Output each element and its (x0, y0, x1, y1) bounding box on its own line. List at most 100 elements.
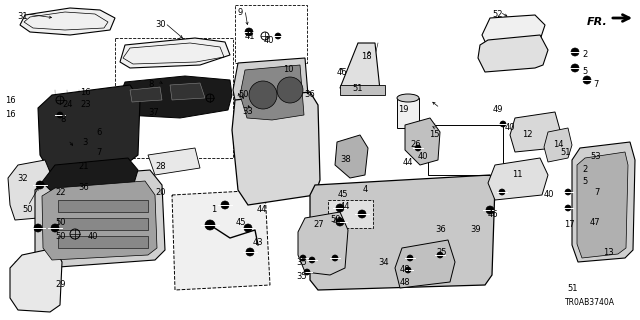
Text: 31: 31 (17, 12, 28, 21)
Polygon shape (478, 35, 548, 72)
Polygon shape (10, 248, 62, 312)
Bar (328, 200, 373, 228)
Text: 5: 5 (582, 67, 588, 76)
Text: 40: 40 (418, 152, 429, 161)
Text: 45: 45 (338, 190, 349, 199)
Polygon shape (170, 83, 205, 100)
Bar (235, 5, 307, 63)
Text: 38: 38 (340, 155, 351, 164)
Text: 34: 34 (378, 258, 388, 267)
Polygon shape (335, 135, 368, 178)
Text: 33: 33 (242, 107, 253, 116)
Text: 30: 30 (155, 20, 166, 29)
Text: 51: 51 (567, 284, 577, 293)
Circle shape (571, 64, 579, 72)
Circle shape (205, 220, 215, 230)
Text: 20: 20 (155, 188, 166, 197)
Polygon shape (488, 158, 548, 200)
Text: 26: 26 (410, 140, 420, 149)
Text: 12: 12 (522, 130, 532, 139)
Text: 40: 40 (544, 190, 554, 199)
Circle shape (57, 112, 63, 118)
Text: 5: 5 (582, 177, 588, 186)
Text: 13: 13 (603, 248, 614, 257)
Polygon shape (233, 58, 310, 128)
Text: 48: 48 (400, 265, 411, 274)
Text: 1: 1 (211, 205, 216, 214)
Polygon shape (35, 170, 165, 268)
Circle shape (277, 77, 303, 103)
Circle shape (565, 189, 571, 195)
Text: 22: 22 (55, 188, 65, 197)
Circle shape (336, 218, 344, 226)
Circle shape (405, 267, 411, 273)
Text: 17: 17 (564, 220, 575, 229)
Polygon shape (482, 15, 545, 48)
Text: 6: 6 (96, 128, 101, 137)
Text: 53: 53 (590, 152, 600, 161)
Bar (340, 85, 385, 95)
Text: 51: 51 (560, 148, 570, 157)
Circle shape (500, 121, 506, 127)
Polygon shape (577, 152, 628, 258)
Text: 50: 50 (22, 205, 33, 214)
Polygon shape (8, 160, 50, 220)
Text: 35: 35 (296, 258, 307, 267)
Text: 3: 3 (82, 138, 88, 147)
Text: 44: 44 (257, 205, 268, 214)
Polygon shape (510, 112, 560, 152)
Polygon shape (232, 92, 320, 205)
Text: 50: 50 (55, 232, 65, 241)
Text: 19: 19 (398, 105, 408, 114)
Polygon shape (38, 85, 140, 172)
Bar (428, 125, 503, 175)
Text: 32: 32 (17, 174, 28, 183)
Text: 37: 37 (148, 108, 159, 117)
Polygon shape (20, 8, 115, 35)
Text: 7: 7 (593, 80, 598, 89)
Text: 47: 47 (590, 218, 600, 227)
Text: 2: 2 (582, 50, 588, 59)
Text: 40: 40 (505, 123, 515, 132)
Circle shape (249, 81, 277, 109)
Text: 24: 24 (62, 100, 72, 109)
Circle shape (358, 210, 366, 218)
Polygon shape (405, 118, 440, 165)
Text: 23: 23 (80, 100, 91, 109)
Text: 16: 16 (5, 110, 15, 119)
Circle shape (583, 76, 591, 84)
Circle shape (34, 224, 42, 232)
Text: 36: 36 (78, 183, 89, 192)
Text: 25: 25 (436, 248, 447, 257)
Circle shape (275, 33, 281, 39)
Circle shape (304, 269, 310, 275)
Text: 18: 18 (361, 52, 372, 61)
Text: 40: 40 (264, 36, 275, 45)
Text: 50: 50 (330, 215, 340, 224)
Circle shape (245, 28, 253, 36)
Bar (115, 38, 233, 158)
Circle shape (499, 189, 505, 195)
Text: 39: 39 (470, 225, 481, 234)
Circle shape (407, 255, 413, 261)
Polygon shape (572, 142, 635, 262)
Text: 7: 7 (594, 188, 600, 197)
Text: 11: 11 (512, 170, 522, 179)
Text: 21: 21 (78, 162, 88, 171)
Text: 43: 43 (253, 238, 264, 247)
Text: 51: 51 (352, 84, 362, 93)
Text: 50: 50 (55, 218, 65, 227)
Text: 9: 9 (238, 8, 243, 17)
Polygon shape (172, 190, 270, 290)
Circle shape (51, 224, 59, 232)
Polygon shape (120, 38, 230, 68)
Text: 45: 45 (236, 218, 246, 227)
Circle shape (437, 252, 443, 258)
Text: 36: 36 (435, 225, 445, 234)
Polygon shape (42, 158, 138, 195)
Text: 28: 28 (155, 162, 166, 171)
Circle shape (300, 255, 306, 261)
Text: 42: 42 (333, 217, 344, 226)
Circle shape (36, 181, 44, 189)
Text: 16: 16 (5, 96, 15, 105)
